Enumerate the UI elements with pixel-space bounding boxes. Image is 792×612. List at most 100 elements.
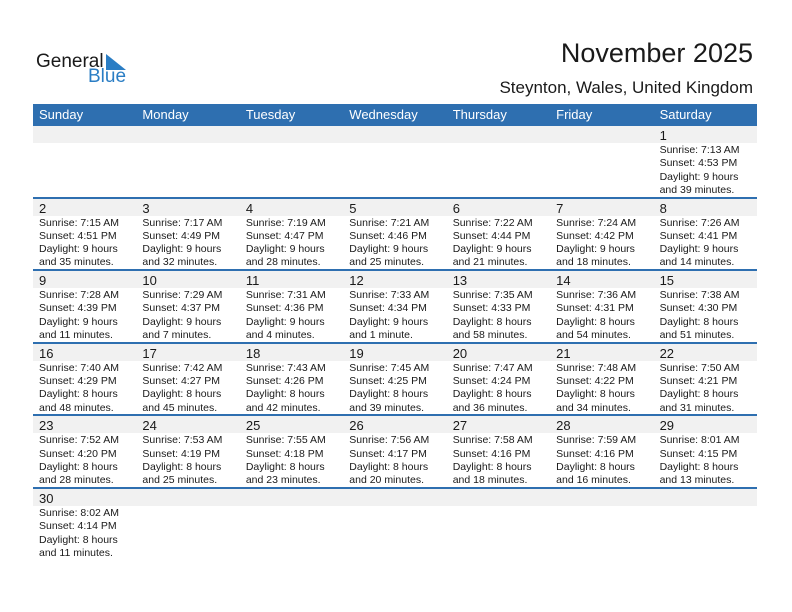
daylight: Daylight: 9 hours [39,243,118,256]
day-number: 25 [245,418,261,434]
sunrise: Sunrise: 7:59 AM [556,434,637,447]
empty-cell [240,489,343,562]
day-cell: 9 Sunrise: 7:28 AM Sunset: 4:39 PM Dayli… [33,271,136,342]
sunrise: Sunrise: 7:31 AM [245,289,326,302]
day-info: Sunrise: 7:48 AM Sunset: 4:22 PM Dayligh… [550,361,653,415]
day-number: 19 [349,345,364,361]
daylight-minutes: and 28 minutes. [39,474,114,487]
day-number: 21 [556,345,571,361]
empty-cell [343,126,446,197]
sunset: Sunset: 4:22 PM [556,375,634,388]
sunset: Sunset: 4:19 PM [142,447,221,460]
sunset: Sunset: 4:37 PM [142,302,221,315]
sunrise: Sunrise: 7:42 AM [142,361,223,374]
sunrise: Sunrise: 7:56 AM [349,434,430,447]
sunrise: Sunrise: 7:36 AM [556,289,637,302]
day-cell: 7 Sunrise: 7:24 AM Sunset: 4:42 PM Dayli… [550,199,653,270]
day-number: 3 [142,200,150,216]
day-info: Sunrise: 7:59 AM Sunset: 4:16 PM Dayligh… [550,433,653,487]
day-info: Sunrise: 7:55 AM Sunset: 4:18 PM Dayligh… [240,433,343,487]
sunset: Sunset: 4:34 PM [349,302,427,315]
daylight: Daylight: 8 hours [245,388,325,401]
sunrise: Sunrise: 7:26 AM [659,216,740,229]
daylight: Daylight: 8 hours [349,460,429,473]
daylight: Daylight: 8 hours [659,315,739,328]
day-info: Sunrise: 7:43 AM Sunset: 4:26 PM Dayligh… [240,361,343,415]
sunset: Sunset: 4:51 PM [39,229,117,242]
weekday-sunday: Sunday [39,107,84,122]
sunrise: Sunrise: 7:21 AM [349,216,430,229]
daylight: Daylight: 9 hours [142,243,222,256]
day-cell: 13 Sunrise: 7:35 AM Sunset: 4:33 PM Dayl… [447,271,550,342]
sunrise: Sunrise: 7:40 AM [39,361,119,374]
day-cell: 30 Sunrise: 8:02 AM Sunset: 4:14 PM Dayl… [33,489,136,562]
daylight: Daylight: 8 hours [39,460,118,473]
sunrise: Sunrise: 7:22 AM [452,216,533,229]
logo-blue: Blue [88,66,127,87]
daylight: Daylight: 9 hours [245,243,325,256]
sunset: Sunset: 4:26 PM [245,375,324,388]
daylight: Daylight: 9 hours [659,243,739,256]
day-number: 29 [659,418,675,434]
day-number: 22 [659,345,675,361]
daylight: Daylight: 8 hours [452,388,532,401]
day-cell: 18 Sunrise: 7:43 AM Sunset: 4:26 PM Dayl… [240,344,343,415]
weekday-wednesday: Wednesday [349,107,418,122]
day-cell: 3 Sunrise: 7:17 AM Sunset: 4:49 PM Dayli… [136,199,239,270]
day-info: Sunrise: 7:45 AM Sunset: 4:25 PM Dayligh… [343,361,446,415]
sunrise: Sunrise: 7:43 AM [245,361,326,374]
day-cell: 21 Sunrise: 7:48 AM Sunset: 4:22 PM Dayl… [550,344,653,415]
empty-cell [343,489,446,562]
daylight-minutes: and 45 minutes. [142,401,218,414]
daylight-minutes: and 7 minutes. [142,329,212,342]
day-number: 5 [349,200,357,216]
empty-cell [136,126,239,197]
daylight-minutes: and 14 minutes. [659,256,735,269]
day-cell: 5 Sunrise: 7:21 AM Sunset: 4:46 PM Dayli… [343,199,446,270]
day-number: 1 [659,128,667,143]
day-cell: 27 Sunrise: 7:58 AM Sunset: 4:16 PM Dayl… [447,416,550,487]
sunrise: Sunrise: 7:53 AM [142,434,223,447]
daylight: Daylight: 9 hours [39,315,118,328]
sunrise: Sunrise: 8:01 AM [659,434,740,447]
daylight-minutes: and 25 minutes. [142,474,218,487]
day-cell: 20 Sunrise: 7:47 AM Sunset: 4:24 PM Dayl… [447,344,550,415]
day-info: Sunrise: 7:53 AM Sunset: 4:19 PM Dayligh… [136,433,239,487]
weekday-friday: Friday [556,107,593,122]
sunset: Sunset: 4:44 PM [452,229,531,242]
daylight: Daylight: 9 hours [245,315,325,328]
daylight-minutes: and 11 minutes. [39,546,113,559]
day-info: Sunrise: 7:15 AM Sunset: 4:51 PM Dayligh… [33,216,136,270]
daylight-minutes: and 31 minutes. [659,401,735,414]
empty-cell [654,489,757,562]
day-info: Sunrise: 7:52 AM Sunset: 4:20 PM Dayligh… [33,433,136,487]
sunset: Sunset: 4:18 PM [245,447,324,460]
week-row: 16 Sunrise: 7:40 AM Sunset: 4:29 PM Dayl… [33,343,757,417]
weekday-thursday: Thursday [452,107,507,122]
daylight: Daylight: 8 hours [556,460,635,473]
day-number: 24 [142,418,157,434]
sunset: Sunset: 4:25 PM [349,375,427,388]
daylight: Daylight: 8 hours [659,388,739,401]
day-info: Sunrise: 7:38 AM Sunset: 4:30 PM Dayligh… [654,288,757,342]
daylight-minutes: and 35 minutes. [39,256,114,269]
daylight-minutes: and 18 minutes. [556,256,631,269]
daylight: Daylight: 8 hours [556,315,635,328]
daylight-minutes: and 11 minutes. [39,329,113,342]
day-info: Sunrise: 8:02 AM Sunset: 4:14 PM Dayligh… [33,506,136,560]
daylight-minutes: and 25 minutes. [349,256,424,269]
day-number: 20 [452,345,468,361]
day-info: Sunrise: 7:24 AM Sunset: 4:42 PM Dayligh… [550,216,653,270]
daylight: Daylight: 9 hours [349,243,429,256]
calendar: Sunday Monday Tuesday Wednesday Thursday Frid… [33,104,757,562]
daylight-minutes: and 16 minutes. [556,474,631,487]
day-info: Sunrise: 7:13 AM Sunset: 4:53 PM Dayligh… [654,143,757,197]
day-cell: 4 Sunrise: 7:19 AM Sunset: 4:47 PM Dayli… [240,199,343,270]
daylight-minutes: and 1 minute. [349,329,413,342]
week-row: 30 Sunrise: 8:02 AM Sunset: 4:14 PM Dayl… [33,488,757,562]
week-row: 1 Sunrise: 7:13 AM Sunset: 4:53 PM Dayli… [33,126,757,199]
daylight-minutes: and 13 minutes. [659,474,735,487]
sunset: Sunset: 4:20 PM [39,447,117,460]
daylight: Daylight: 8 hours [349,388,429,401]
logo-general: General [36,51,104,72]
